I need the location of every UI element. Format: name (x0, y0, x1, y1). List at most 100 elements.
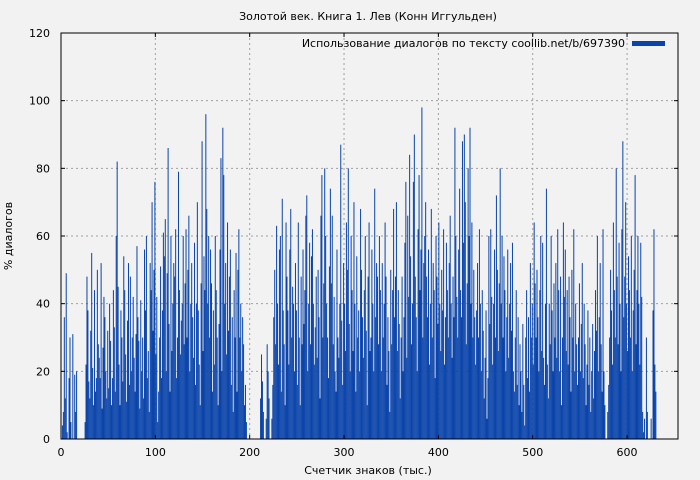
bar (90, 330, 92, 439)
bar (386, 384, 388, 439)
x-tick-label: 200 (239, 446, 260, 459)
bar (632, 310, 634, 439)
bar (280, 391, 282, 439)
bar (64, 398, 66, 439)
bar (566, 290, 568, 439)
bar (483, 398, 485, 439)
bar (296, 384, 298, 439)
bar (194, 242, 196, 439)
bar (497, 351, 499, 439)
bar (297, 222, 299, 439)
bar (151, 202, 153, 439)
bar (304, 290, 306, 439)
bar (396, 351, 398, 439)
bar (91, 252, 93, 439)
bar (625, 202, 627, 439)
bar (122, 381, 124, 439)
bar (152, 330, 154, 439)
bar (312, 303, 314, 439)
bar (189, 371, 191, 439)
bar (463, 134, 465, 439)
bar (539, 290, 541, 439)
bar (215, 290, 217, 439)
bar (561, 337, 563, 439)
bar (562, 222, 564, 439)
bar (171, 351, 173, 439)
bar (318, 317, 320, 439)
bar (237, 269, 239, 439)
bar (390, 269, 392, 439)
bar (399, 398, 401, 439)
bar (595, 330, 597, 439)
bar (369, 351, 371, 439)
bar (437, 323, 439, 439)
bar (408, 296, 410, 439)
bar (200, 283, 202, 439)
bar (150, 290, 152, 439)
bar (119, 405, 121, 439)
bar (545, 188, 547, 439)
bar (282, 310, 284, 439)
bar (204, 290, 206, 439)
bar (569, 317, 571, 439)
bar (163, 256, 165, 439)
bar (517, 317, 519, 439)
bar (538, 371, 540, 439)
bar (191, 263, 193, 439)
bar (617, 344, 619, 439)
bar (138, 340, 140, 439)
bar (477, 263, 479, 439)
bar (454, 127, 456, 439)
bar (72, 334, 74, 439)
bar (405, 181, 407, 439)
bar (342, 384, 344, 439)
bar (461, 317, 463, 439)
bar (488, 236, 490, 439)
bar (294, 371, 296, 439)
bar (639, 364, 641, 439)
bar (594, 351, 596, 439)
bar (242, 317, 244, 439)
bar (535, 337, 537, 439)
bar (261, 381, 263, 439)
bar (346, 269, 348, 439)
bar (407, 215, 409, 439)
bar (496, 269, 498, 439)
bar (551, 310, 553, 439)
bar (518, 405, 520, 439)
y-tick-label: 120 (29, 27, 50, 40)
bar (93, 405, 95, 439)
bar (544, 303, 546, 439)
bar (358, 310, 360, 439)
bar (332, 344, 334, 439)
bar (637, 236, 639, 439)
bar (568, 276, 570, 439)
bar (126, 401, 128, 439)
bar (421, 107, 423, 440)
bar (395, 202, 397, 439)
bar (366, 405, 368, 439)
bar (235, 252, 237, 439)
bar (69, 337, 71, 439)
bar (438, 222, 440, 439)
bar (428, 364, 430, 439)
bar (121, 337, 123, 439)
bar (377, 344, 379, 439)
bar (499, 168, 501, 439)
bar (552, 371, 554, 439)
bar (192, 317, 194, 439)
bar (553, 283, 555, 439)
bar (177, 171, 179, 439)
bar (66, 432, 68, 439)
bar (173, 263, 175, 439)
bar (351, 290, 353, 439)
bar (548, 303, 550, 439)
bar (440, 351, 442, 439)
bar (529, 263, 531, 439)
bar (102, 347, 104, 439)
bar (513, 391, 515, 439)
bar (142, 337, 144, 439)
bar (266, 344, 268, 439)
bar (409, 154, 411, 440)
bar (498, 283, 500, 439)
